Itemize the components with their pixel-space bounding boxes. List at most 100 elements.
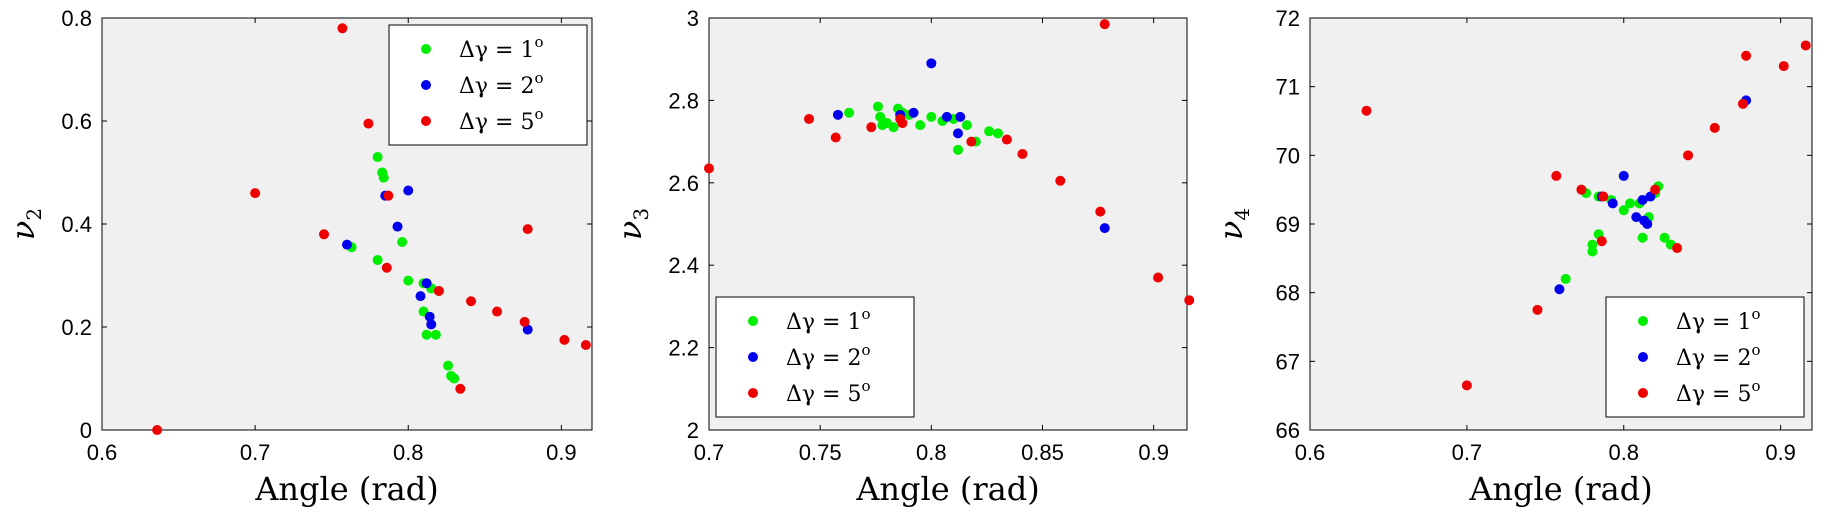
- legend-marker: [421, 80, 431, 90]
- axes-frame-3: [1309, 17, 1813, 431]
- data-point: [984, 126, 995, 137]
- data-point: [1596, 236, 1607, 247]
- data-point: [953, 144, 964, 155]
- x-tick-label: 0.6: [1295, 440, 1326, 465]
- data-point: [953, 128, 964, 139]
- series-3: [1361, 40, 1811, 391]
- legend-entry: Δγ = 5o: [1676, 377, 1760, 407]
- x-tick-label: 0.9: [1138, 440, 1169, 465]
- legend-entry: Δγ = 2o: [1676, 341, 1760, 371]
- legend-entry-superscript: o: [1751, 305, 1760, 323]
- data-point: [1055, 175, 1066, 186]
- legend-entry-superscript: o: [534, 105, 543, 123]
- series-3: [152, 23, 591, 435]
- data-point: [1560, 273, 1571, 284]
- y-axis-subscript: 4: [1230, 208, 1254, 221]
- legend-marker: [421, 44, 431, 54]
- axes-frame-2: [708, 17, 1188, 431]
- data-point: [1153, 272, 1164, 283]
- data-point: [1587, 246, 1598, 257]
- panel-1: 0.6 0.7 0.8 0.9 0 0.2 0.4 0.6 0.8 Angle (rad) ν2 Δγ…: [4, 6, 593, 508]
- y-tick-label: 0.8: [61, 6, 92, 31]
- y-axis-subscript: 3: [629, 208, 653, 221]
- data-point: [1741, 50, 1752, 61]
- data-point: [1737, 98, 1748, 109]
- data-point: [830, 132, 841, 143]
- data-point: [866, 122, 877, 133]
- data-point: [426, 319, 437, 330]
- data-point: [559, 334, 570, 345]
- data-point: [1017, 148, 1028, 159]
- legend-entry-label: Δγ = 1: [1676, 310, 1751, 335]
- data-point: [1637, 194, 1648, 205]
- data-point: [1631, 212, 1642, 223]
- data-point: [466, 296, 477, 307]
- y-tick-label: 68: [1276, 281, 1300, 306]
- x-axis-label: Angle (rad): [855, 470, 1039, 508]
- legend-entry: Δγ = 5o: [786, 377, 870, 407]
- data-point: [1800, 40, 1811, 51]
- legend-marker: [1638, 388, 1648, 398]
- legend-entry-superscript: o: [534, 69, 543, 87]
- y-tick-label: 2: [687, 418, 699, 443]
- data-point: [415, 291, 426, 302]
- y-tick-label: 66: [1276, 418, 1300, 443]
- legend-entry-superscript: o: [861, 377, 870, 395]
- legend-entry-superscript: o: [534, 33, 543, 51]
- data-point: [372, 255, 383, 266]
- data-point: [443, 360, 454, 371]
- data-point: [872, 101, 883, 112]
- data-point: [319, 229, 330, 240]
- series-3: [704, 19, 1195, 306]
- data-point: [430, 329, 441, 340]
- data-point: [363, 118, 374, 129]
- data-point: [961, 120, 972, 131]
- legend-marker: [1638, 352, 1648, 362]
- y-tick-label: 2.4: [668, 253, 699, 278]
- data-point: [1551, 170, 1562, 181]
- x-tick-label: 0.85: [1021, 440, 1064, 465]
- data-point: [1672, 243, 1683, 254]
- axes-frame-1: [101, 17, 593, 431]
- data-point: [897, 118, 908, 129]
- legend-entry-label: Δγ = 2: [1676, 346, 1751, 371]
- data-point: [915, 120, 926, 131]
- data-point: [926, 58, 937, 69]
- x-tick-label: 0.8: [916, 440, 947, 465]
- legend-marker: [748, 352, 758, 362]
- x-tick-label: 0.75: [799, 440, 842, 465]
- data-point: [1637, 232, 1648, 243]
- x-tick-label: 0.7: [694, 440, 725, 465]
- data-point: [421, 329, 432, 340]
- x-axis-label: Angle (rad): [254, 470, 438, 508]
- legend-3: Δγ = 1o Δγ = 2o Δγ = 5o: [1605, 296, 1805, 418]
- data-point: [421, 278, 432, 289]
- data-point: [1099, 19, 1110, 30]
- data-point: [1184, 295, 1195, 306]
- data-point: [1461, 380, 1472, 391]
- data-point: [993, 128, 1004, 139]
- y-tick-label: 2.6: [668, 171, 699, 196]
- data-point: [941, 111, 952, 122]
- data-point: [1095, 206, 1106, 217]
- data-point: [1361, 105, 1372, 116]
- data-point: [424, 311, 435, 322]
- y-tick-label: 70: [1276, 143, 1300, 168]
- legend-entry-label: Δγ = 5: [459, 110, 534, 135]
- data-point: [908, 107, 919, 118]
- y-tick-label: 3: [687, 6, 699, 31]
- data-point: [522, 224, 533, 235]
- legend-entry-label: Δγ = 1: [786, 310, 861, 335]
- legend-entry: Δγ = 1o: [786, 305, 870, 335]
- data-point: [1683, 150, 1694, 161]
- legend-entry-label: Δγ = 1: [459, 38, 534, 63]
- data-point: [337, 23, 348, 34]
- data-point: [1618, 205, 1629, 216]
- y-tick-label: 67: [1276, 349, 1300, 374]
- legend-entry-label: Δγ = 2: [786, 346, 861, 371]
- data-point: [1001, 134, 1012, 145]
- y-tick-label: 0: [80, 418, 92, 443]
- data-point: [1659, 232, 1670, 243]
